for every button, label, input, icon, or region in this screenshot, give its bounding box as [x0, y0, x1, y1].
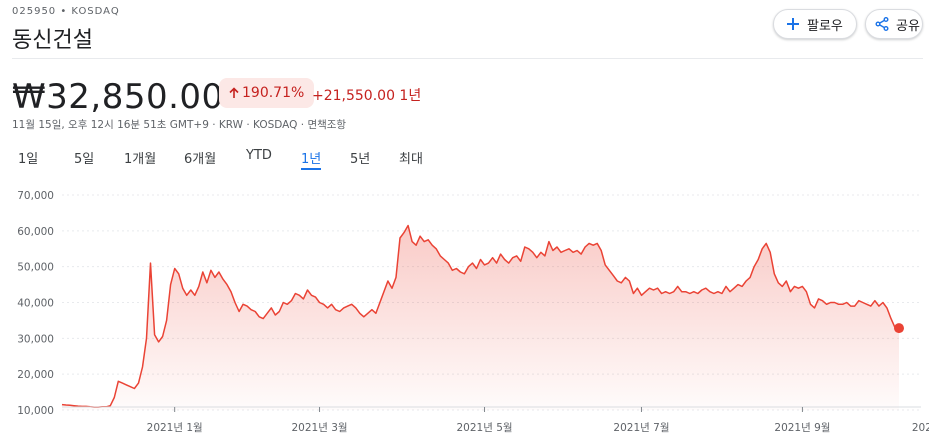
plus-icon: [786, 17, 800, 31]
share-button-label: 공유: [896, 18, 920, 34]
range-tab-5y[interactable]: 5년: [350, 152, 371, 167]
follow-button-label: 팔로우: [807, 18, 843, 34]
price-line: [61, 224, 900, 408]
change-percent: 190.71%: [242, 85, 305, 101]
range-tab-1m[interactable]: 1개월: [124, 152, 157, 167]
x-tick-label: 2021년 3월: [292, 422, 348, 434]
current-price: ₩32,850.00: [12, 77, 224, 117]
share-button[interactable]: 공유: [865, 9, 923, 39]
stock-name: 동신건설: [12, 28, 93, 53]
y-tick-label: 30,000: [17, 333, 54, 345]
x-tick-label: 2021년 11월: [912, 422, 929, 434]
range-tab-5d[interactable]: 5일: [74, 152, 95, 167]
x-tick-label: 2021년 1월: [147, 422, 203, 434]
ticker-label: 025950 • KOSDAQ: [12, 6, 120, 17]
range-tab-1d[interactable]: 1일: [18, 152, 39, 167]
x-tick-label: 2021년 7월: [613, 422, 669, 434]
share-icon: [875, 17, 889, 31]
change-absolute: +21,550.00 1년: [312, 88, 422, 104]
follow-button[interactable]: 팔로우: [773, 9, 857, 39]
y-tick-label: 60,000: [17, 226, 54, 238]
y-tick-label: 50,000: [17, 262, 54, 274]
last-price-dot: [894, 323, 904, 334]
x-tick-label: 2021년 9월: [774, 422, 830, 434]
y-tick-label: 20,000: [17, 369, 54, 381]
arrow-up-icon: [229, 87, 239, 99]
y-tick-label: 40,000: [17, 298, 54, 310]
range-tab-ytd[interactable]: YTD: [246, 148, 272, 163]
price-area: [62, 225, 899, 410]
y-tick-label: 10,000: [17, 405, 54, 417]
price-chart[interactable]: 70,000 60,000 50,000 40,000 30,000 20,000 10,0…: [0, 183, 929, 443]
x-tick-label: 2021년 5월: [456, 422, 512, 434]
range-tab-6m[interactable]: 6개월: [184, 152, 217, 167]
header-divider: [12, 58, 923, 59]
y-tick-label: 70,000: [17, 190, 54, 202]
change-percent-badge: 190.71%: [219, 78, 315, 108]
range-tab-1y[interactable]: 1년: [301, 148, 322, 170]
quote-meta: 11월 15일, 오후 12시 16분 51초 GMT+9 · KRW · KO…: [12, 119, 347, 131]
range-tab-max[interactable]: 최대: [399, 152, 423, 167]
